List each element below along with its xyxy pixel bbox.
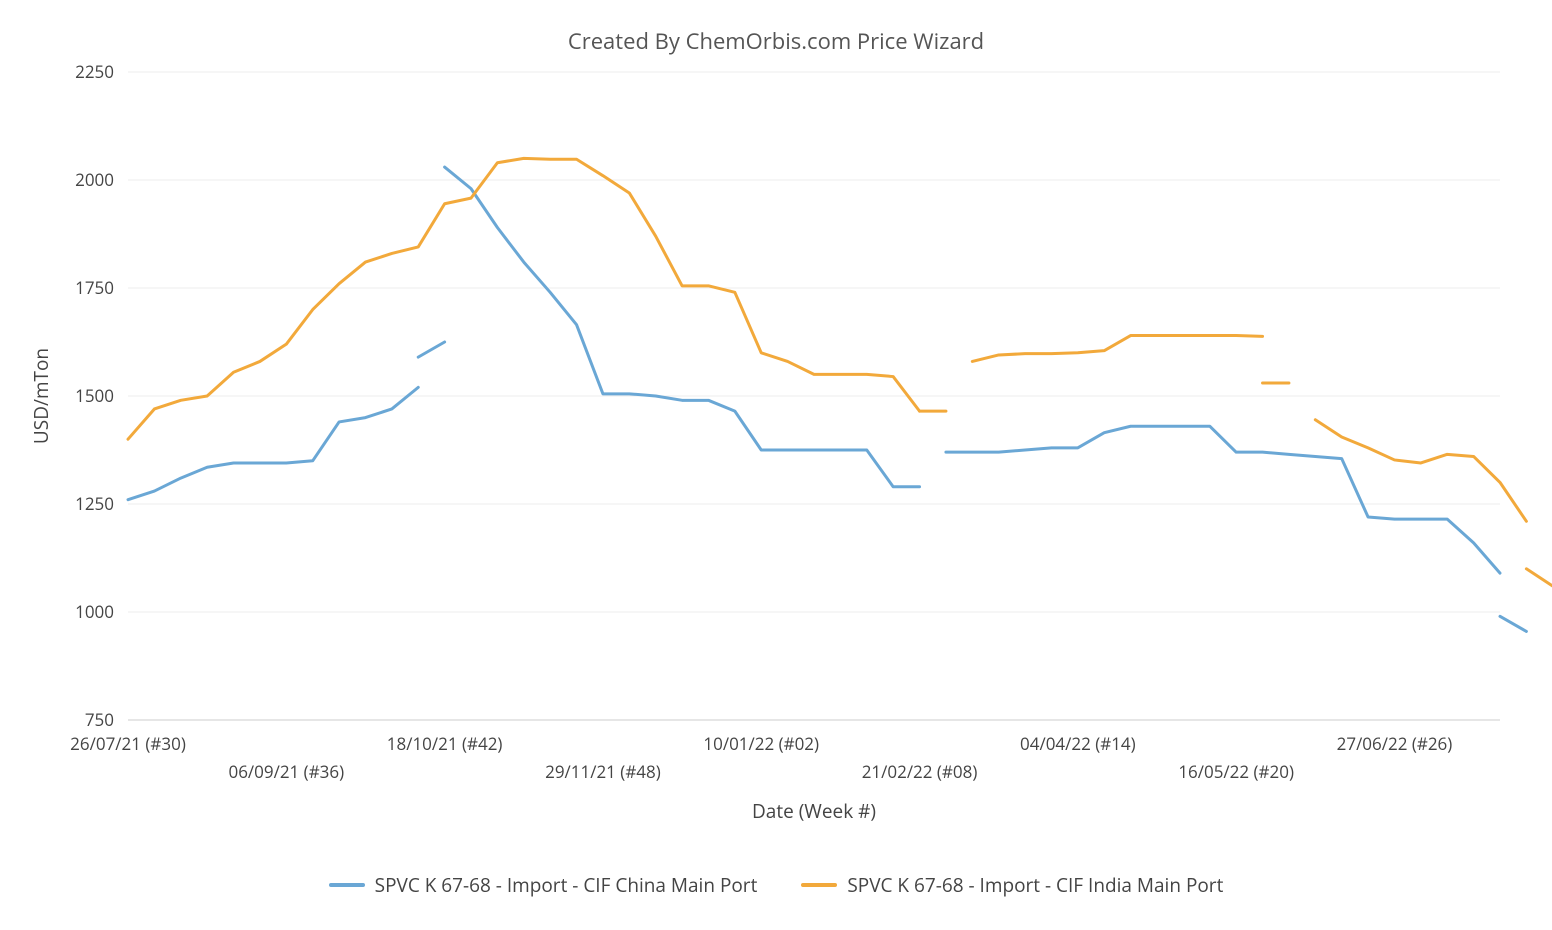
series-line [418, 342, 444, 357]
series-line [1500, 616, 1526, 631]
legend-swatch [329, 883, 365, 887]
x-tick-label: 21/02/22 (#08) [862, 760, 978, 783]
x-axis-title: Date (Week #) [752, 798, 876, 824]
legend: SPVC K 67-68 - Import - CIF China Main P… [0, 867, 1552, 898]
y-tick-label: 1250 [75, 492, 114, 515]
y-tick-label: 2000 [75, 168, 114, 191]
x-tick-label: 06/09/21 (#36) [228, 760, 344, 783]
y-tick-label: 2250 [75, 60, 114, 83]
x-tick-label: 29/11/21 (#48) [545, 760, 661, 783]
data-series [128, 158, 1552, 631]
series-line [946, 426, 1500, 573]
y-axis: 750 1000 1250 1500 1750 2000 2250 [75, 60, 114, 731]
chart-container: Created By ChemOrbis.com Price Wizard 75… [0, 0, 1552, 930]
x-tick-label: 18/10/21 (#42) [387, 732, 503, 755]
x-tick-label: 27/06/22 (#26) [1337, 732, 1453, 755]
series-line [972, 336, 1262, 362]
x-axis: 26/07/21 (#30) 06/09/21 (#36) 18/10/21 (#4… [70, 732, 1452, 783]
series-line [1526, 569, 1552, 586]
series-line [128, 158, 920, 439]
x-tick-label: 16/05/22 (#20) [1178, 760, 1294, 783]
legend-item[interactable]: SPVC K 67-68 - Import - CIF China Main P… [329, 872, 758, 898]
series-line [445, 167, 920, 487]
y-tick-label: 1750 [75, 276, 114, 299]
gridlines [128, 72, 1500, 720]
legend-swatch [801, 883, 837, 887]
x-tick-label: 26/07/21 (#30) [70, 732, 186, 755]
y-tick-label: 1000 [75, 600, 114, 623]
legend-label: SPVC K 67-68 - Import - CIF China Main P… [375, 872, 758, 898]
legend-label: SPVC K 67-68 - Import - CIF India Main P… [847, 872, 1223, 898]
x-tick-label: 04/04/22 (#14) [1020, 732, 1136, 755]
y-tick-label: 1500 [75, 384, 114, 407]
line-chart: 750 1000 1250 1500 1750 2000 2250 26/07/21 (#3… [0, 0, 1552, 930]
y-axis-title: USD/mTon [28, 348, 54, 444]
y-tick-label: 750 [85, 708, 114, 731]
x-tick-label: 10/01/22 (#02) [703, 732, 819, 755]
legend-item[interactable]: SPVC K 67-68 - Import - CIF India Main P… [801, 872, 1223, 898]
